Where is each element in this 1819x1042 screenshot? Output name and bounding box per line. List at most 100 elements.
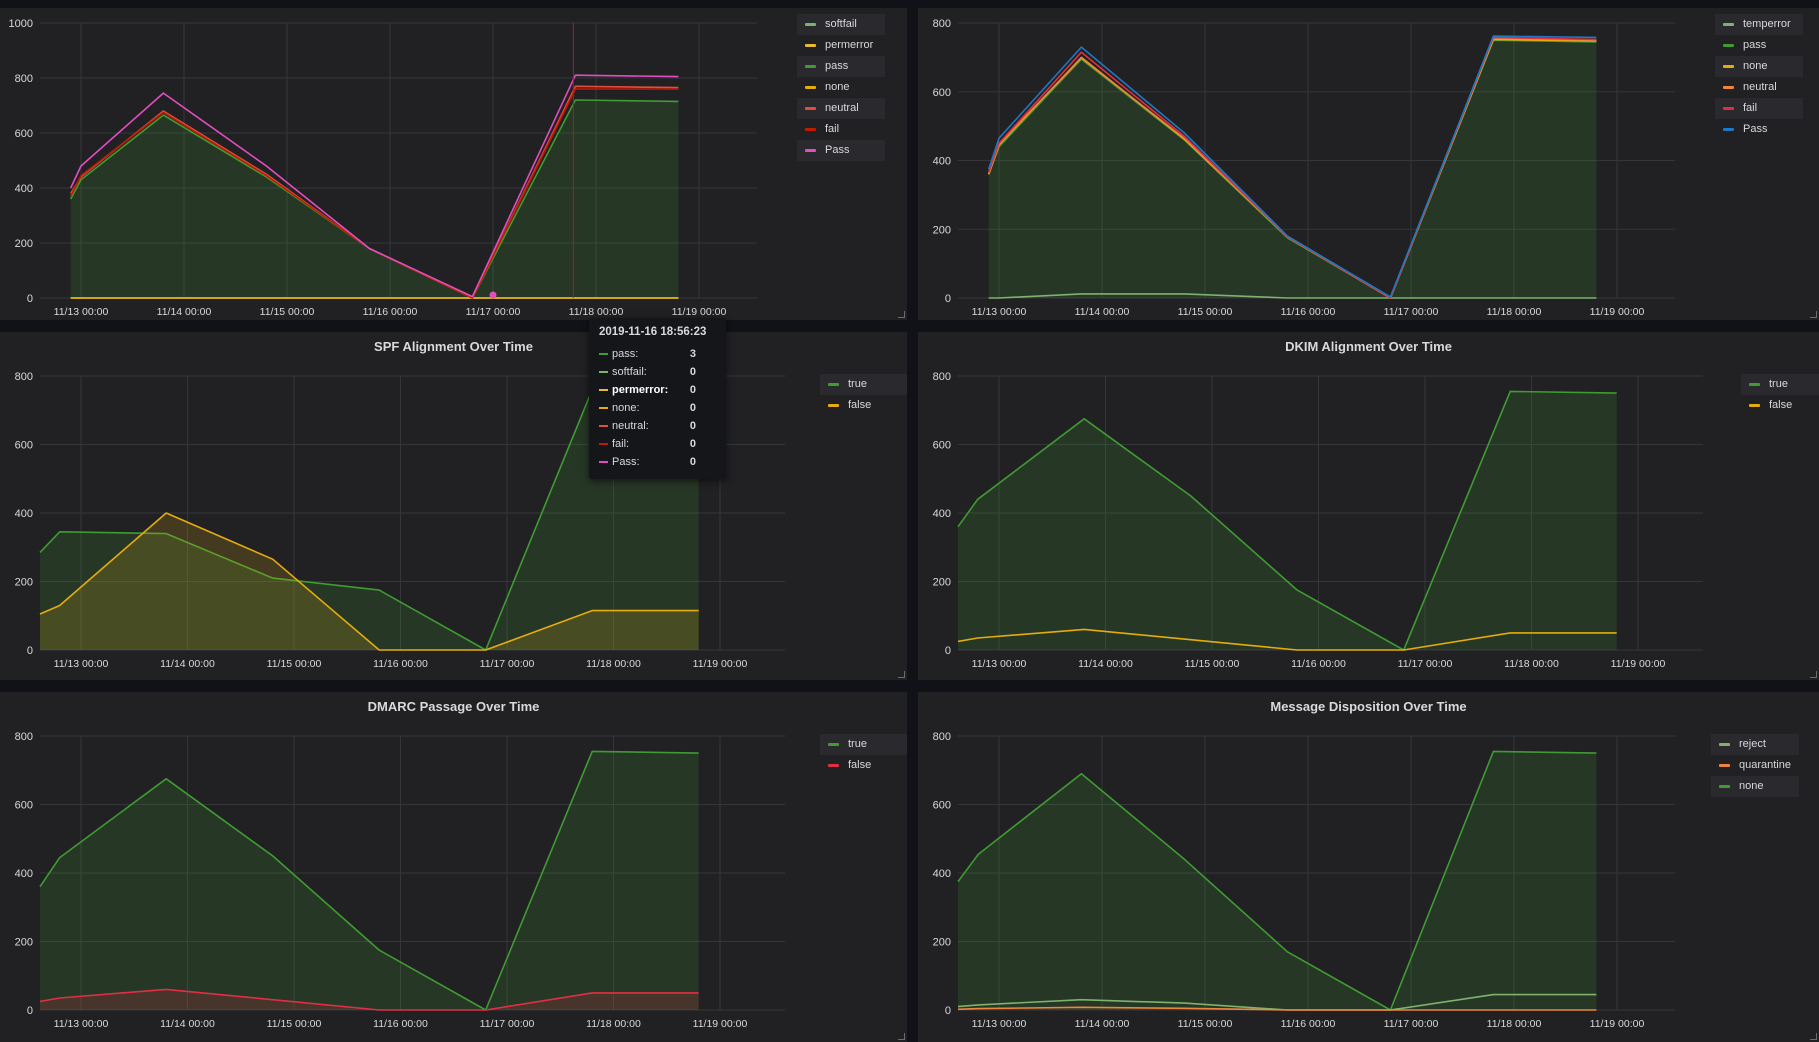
resize-handle[interactable]: [898, 311, 905, 318]
series-area-true: [40, 751, 699, 1010]
legend-label: neutral: [825, 102, 859, 114]
legend-swatch: [828, 383, 839, 386]
panel-dkim-alignment[interactable]: DKIM Alignment Over Time 0 200 400 600 800 11…: [918, 332, 1819, 680]
resize-handle[interactable]: [1810, 671, 1817, 678]
legend-label: pass: [825, 60, 849, 72]
legend-swatch: [805, 149, 816, 152]
series-line-none: [957, 750, 1597, 1011]
tooltip-swatch: [599, 461, 608, 463]
x-tick-label: 11/16 00:00: [1291, 658, 1346, 670]
panel-dkim-result[interactable]: 0 200 400 600 800 11/13 00:00 11/14 00:00 11/15…: [918, 8, 1819, 320]
x-tick-label: 11/17 00:00: [1398, 658, 1453, 670]
panel-message-disposition[interactable]: Message Disposition Over Time 0 200 400 600…: [918, 692, 1819, 1042]
x-tick-label: 11/14 00:00: [1075, 306, 1130, 318]
chart-plot[interactable]: 0 200 400 600 800 11/13 00:00 11/14 00:00 11/15…: [0, 692, 907, 1042]
legend-item-true[interactable]: true: [1741, 374, 1819, 395]
legend-label: fail: [825, 123, 840, 135]
chart-plot[interactable]: 0 200 400 600 800 1000 11/13 00:00 11/14 00:00 1…: [0, 8, 907, 320]
legend-item-neutral[interactable]: neutral: [1715, 77, 1803, 98]
legend-item-pass[interactable]: Pass: [797, 140, 885, 161]
tooltip-value: 0: [689, 456, 696, 468]
y-tick-label: 800: [15, 731, 33, 743]
tooltip-label: fail:: [612, 438, 630, 450]
legend-swatch: [828, 404, 839, 407]
tooltip-label: none:: [612, 402, 640, 414]
x-tick-label: 11/15 00:00: [267, 658, 322, 670]
legend-item-pass[interactable]: pass: [797, 56, 885, 77]
legend-item-fail[interactable]: fail: [1715, 98, 1803, 119]
tooltip-label: pass:: [612, 348, 639, 360]
chart-plot[interactable]: 0 200 400 600 800 11/13 00:00 11/14 00:00 11/15…: [0, 332, 907, 680]
legend-swatch: [805, 107, 816, 110]
legend-item-false[interactable]: false: [1741, 395, 1819, 416]
x-tick-label: 11/15 00:00: [260, 306, 315, 318]
series-area-false: [40, 989, 699, 1010]
legend-item-temperror[interactable]: temperror: [1715, 14, 1803, 35]
tooltip-row: none: 0: [599, 399, 715, 417]
panel-dmarc-passage[interactable]: DMARC Passage Over Time 0 200 400 600 800 11/…: [0, 692, 907, 1042]
panel-title: SPF Alignment Over Time: [374, 339, 533, 354]
y-tick-label: 0: [945, 293, 951, 305]
legend-item-none[interactable]: none: [797, 77, 885, 98]
legend-item-true[interactable]: true: [820, 374, 907, 395]
x-tick-label: 11/19 00:00: [1590, 306, 1645, 318]
x-tick-label: 11/16 00:00: [1281, 306, 1336, 318]
legend-item-neutral[interactable]: neutral: [797, 98, 885, 119]
y-tick-label: 600: [15, 800, 33, 812]
legend-label: none: [1743, 60, 1768, 72]
x-tick-label: 11/18 00:00: [569, 306, 624, 318]
legend-label: none: [825, 81, 850, 93]
series-line-true: [39, 388, 699, 651]
series-area-pass: [70, 100, 679, 298]
resize-handle[interactable]: [1810, 311, 1817, 318]
legend-label: fail: [1743, 102, 1758, 114]
legend-item-permerror[interactable]: permerror: [797, 35, 885, 56]
x-tick-label: 11/18 00:00: [586, 658, 641, 670]
legend-item-softfail[interactable]: softfail: [797, 14, 885, 35]
legend-swatch: [805, 23, 816, 26]
legend-swatch: [1719, 743, 1730, 746]
legend-item-pass[interactable]: Pass: [1715, 119, 1803, 140]
series-line-pass: [987, 35, 1597, 298]
x-tick-label: 11/17 00:00: [480, 1018, 535, 1030]
y-tick-label: 0: [27, 293, 33, 305]
tooltip-swatch: [599, 389, 608, 391]
x-tick-label: 11/17 00:00: [466, 306, 521, 318]
hover-tooltip: 2019-11-16 18:56:23 pass: 3 softfail: 0 perm…: [589, 318, 726, 479]
y-tick-label: 800: [15, 73, 33, 85]
chart-plot[interactable]: 0 200 400 600 800 11/13 00:00 11/14 00:00 11/15…: [918, 8, 1819, 320]
legend-item-pass[interactable]: pass: [1715, 35, 1803, 56]
y-tick-label: 400: [933, 156, 951, 168]
panel-spf-alignment[interactable]: SPF Alignment Over Time 0 200 400 600 800 11/…: [0, 332, 907, 680]
y-tick-label: 400: [15, 183, 33, 195]
resize-handle[interactable]: [1810, 1033, 1817, 1040]
tooltip-row: Pass: 0: [599, 453, 715, 471]
legend-item-fail[interactable]: fail: [797, 119, 885, 140]
legend: true false: [820, 374, 907, 416]
tooltip-swatch: [599, 425, 608, 427]
legend-label: permerror: [825, 39, 874, 51]
chart-plot[interactable]: 0 200 400 600 800 11/13 00:00 11/14 00:00 11/15…: [918, 692, 1819, 1042]
resize-handle[interactable]: [898, 671, 905, 678]
legend-swatch: [1749, 383, 1760, 386]
x-tick-label: 11/15 00:00: [1185, 658, 1240, 670]
resize-handle[interactable]: [898, 1033, 905, 1040]
legend-swatch: [805, 128, 816, 131]
legend-item-false[interactable]: false: [820, 395, 907, 416]
series-line-reject: [957, 993, 1597, 1011]
series-area-true: [958, 391, 1617, 650]
legend-item-none[interactable]: none: [1715, 56, 1803, 77]
x-tick-label: 11/19 00:00: [693, 1018, 748, 1030]
legend-item-quarantine[interactable]: quarantine: [1711, 755, 1799, 776]
legend-swatch: [805, 86, 816, 89]
legend-swatch: [1723, 44, 1734, 47]
legend-item-false[interactable]: false: [820, 755, 907, 776]
legend-label: true: [1769, 378, 1788, 390]
legend-item-reject[interactable]: reject: [1711, 734, 1799, 755]
tooltip-value: 0: [689, 366, 696, 378]
legend-item-true[interactable]: true: [820, 734, 907, 755]
chart-plot[interactable]: 0 200 400 600 800 11/13 00:00 11/14 00:00 11/15…: [918, 332, 1819, 680]
panel-spf-result[interactable]: 0 200 400 600 800 1000 11/13 00:00 11/14 00:00 1…: [0, 8, 907, 320]
legend-item-none[interactable]: none: [1711, 776, 1799, 797]
legend: softfail permerror pass none neutral fail Pass: [797, 14, 885, 161]
